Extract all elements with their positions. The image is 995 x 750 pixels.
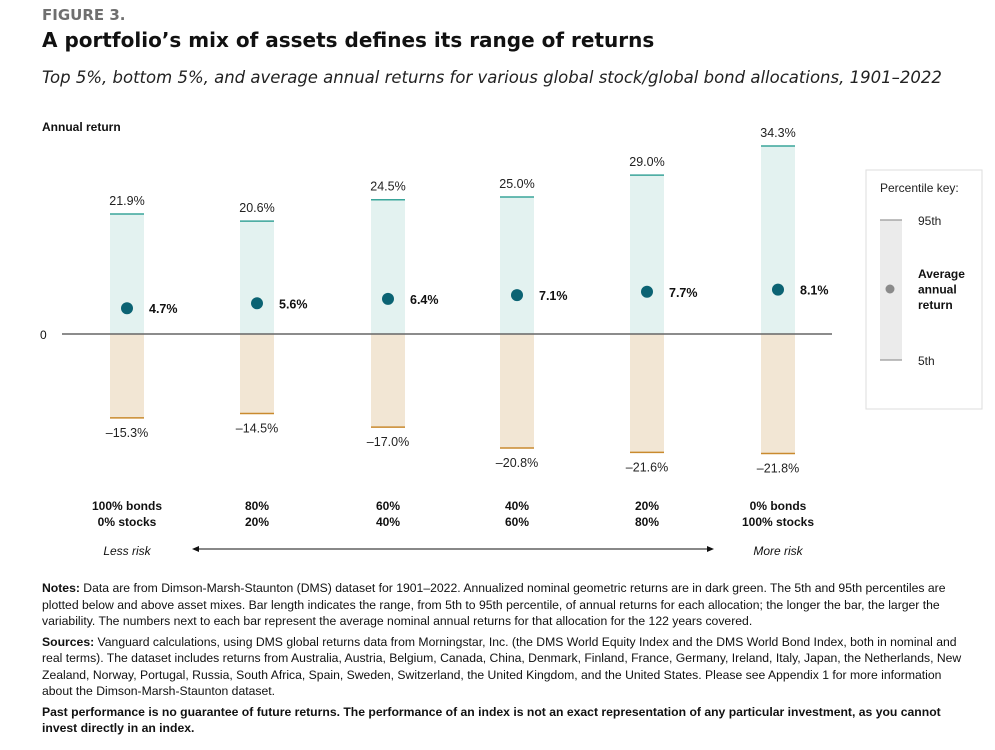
disclaimer: Past performance is no guarantee of futu… [42,704,941,736]
bar-negative [240,334,274,414]
p95-label: 29.0% [629,155,664,169]
sources-paragraph: Sources: Vanguard calculations, using DM… [42,634,972,700]
p5-label: –21.8% [757,461,799,475]
bar-negative [110,334,144,418]
legend-5-label: 5th [918,354,935,368]
bar-positive [630,175,664,334]
bar-positive [761,146,795,334]
legend-average-label: return [918,298,953,312]
category-bonds-label: 80% [245,499,269,513]
average-label: 6.4% [410,293,439,307]
category-stocks-label: 60% [505,515,529,529]
chart-title: A portfolio’s mix of assets defines its … [42,28,655,52]
average-dot [772,283,784,296]
average-label: 4.7% [149,302,178,316]
average-dot [511,289,523,302]
legend-average-dot [885,284,895,294]
y-axis-label: Annual return [42,120,121,134]
bar-negative [500,334,534,448]
category-bonds-label: 40% [505,499,529,513]
legend-95-label: 95th [918,214,941,228]
category-stocks-label: 40% [376,515,400,529]
p5-label: –21.6% [626,460,668,474]
average-label: 7.7% [669,286,698,300]
more-risk-label: More risk [753,544,803,558]
p95-label: 25.0% [499,177,534,191]
average-label: 8.1% [800,284,829,298]
p95-label: 34.3% [760,126,795,140]
figure-label: FIGURE 3. [42,6,126,24]
legend-title: Percentile key: [880,181,959,195]
p95-label: 24.5% [370,180,405,194]
zero-tick-label: 0 [40,328,47,342]
p5-label: –14.5% [236,421,278,435]
sources-label: Sources: [42,634,95,649]
bar-negative [371,334,405,428]
arrow-right-icon [707,546,714,552]
legend-average-label: annual [918,283,957,297]
p5-label: –15.3% [106,426,148,440]
p5-label: –20.8% [496,456,538,470]
category-bonds-label: 0% bonds [750,499,807,513]
category-bonds-label: 60% [376,499,400,513]
notes-paragraph: Notes: Data are from Dimson-Marsh-Staunt… [42,580,972,630]
sources-text: Vanguard calculations, using DMS global … [42,634,962,699]
range-bar-chart: Annual return 0 21.9% –15.3% 4.7% 100% bonds 0… [40,120,983,558]
legend-average-label: Average [918,267,965,281]
p5-label: –17.0% [367,435,409,449]
bar-positive [240,221,274,334]
average-label: 5.6% [279,297,308,311]
p95-label: 21.9% [109,194,144,208]
p95-label: 20.6% [239,201,274,215]
average-dot [641,285,653,298]
average-dot [382,292,394,305]
notes-section: Notes: Data are from Dimson-Marsh-Staunt… [42,580,972,741]
average-label: 7.1% [539,289,568,303]
bar-positive [500,197,534,334]
average-dot [121,302,133,315]
category-bonds-label: 20% [635,499,659,513]
bar-positive [110,213,144,334]
category-bonds-label: 100% bonds [92,499,162,513]
less-risk-label: Less risk [103,544,151,558]
arrow-left-icon [192,546,199,552]
category-stocks-label: 80% [635,515,659,529]
notes-label: Notes: [42,581,80,595]
category-stocks-label: 20% [245,515,269,529]
category-stocks-label: 0% stocks [98,515,157,529]
bar-negative [761,334,795,454]
bar-negative [630,334,664,453]
average-dot [251,297,263,310]
chart-subtitle: Top 5%, bottom 5%, and average annual re… [42,68,942,87]
bar-positive [371,199,405,334]
notes-text: Data are from Dimson-Marsh-Staunton (DMS… [42,581,946,628]
category-stocks-label: 100% stocks [742,515,814,529]
